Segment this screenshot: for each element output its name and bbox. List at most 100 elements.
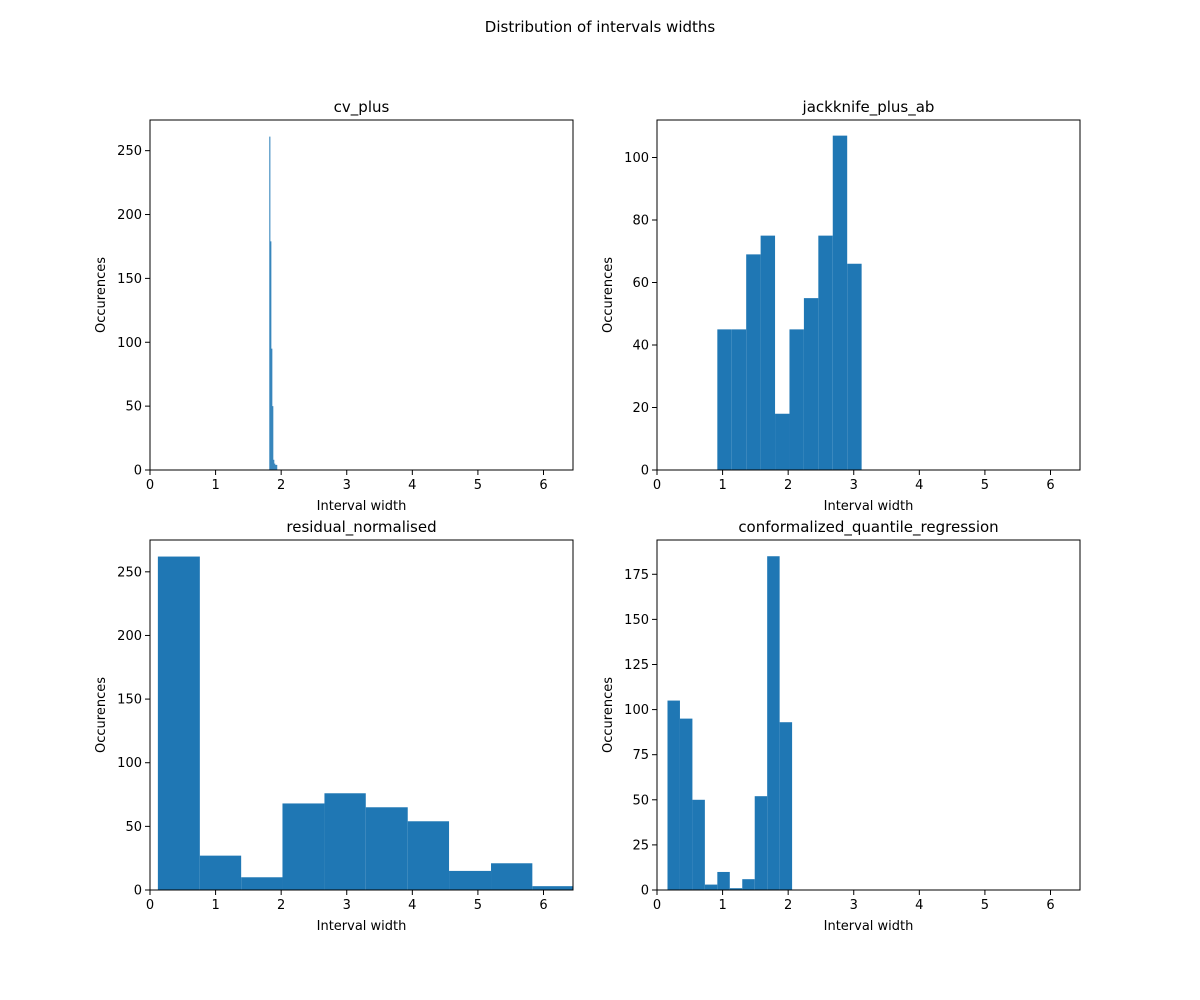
y-tick-label: 75 <box>632 748 649 763</box>
x-axis-label: Interval width <box>824 919 914 934</box>
histogram-bar <box>742 879 755 890</box>
x-tick-label: 2 <box>784 898 792 913</box>
histogram-bar <box>274 463 276 470</box>
x-tick-label: 1 <box>211 898 219 913</box>
histogram-bar <box>270 241 272 470</box>
x-tick-label: 3 <box>850 898 858 913</box>
x-tick-label: 1 <box>718 478 726 493</box>
y-tick-label: 40 <box>632 339 649 354</box>
x-tick-label: 0 <box>653 478 661 493</box>
axes-frame <box>656 119 1081 471</box>
x-tick-label: 5 <box>981 898 989 913</box>
histogram-bar <box>789 329 804 471</box>
y-tick-label: 0 <box>134 464 142 479</box>
y-tick-label: 100 <box>624 151 649 166</box>
histogram-bar <box>407 821 450 890</box>
subplot-title: cv_plus <box>334 98 390 117</box>
y-tick-label: 100 <box>624 703 649 718</box>
y-tick-label: 250 <box>117 144 142 159</box>
y-axis-label: Occurences <box>94 677 109 753</box>
x-tick-label: 1 <box>211 478 219 493</box>
histogram-bar <box>157 556 200 890</box>
y-tick-label: 150 <box>117 272 142 287</box>
x-tick-label: 6 <box>1046 478 1054 493</box>
histogram-bar <box>491 863 533 890</box>
y-tick-label: 200 <box>117 629 142 644</box>
histogram-bar <box>199 855 242 890</box>
x-tick-label: 4 <box>915 898 923 913</box>
y-tick-label: 0 <box>641 464 649 479</box>
y-tick-label: 100 <box>117 756 142 771</box>
y-tick-label: 125 <box>624 658 649 673</box>
figure-title: Distribution of intervals widths <box>485 18 716 36</box>
x-axis-label: Interval width <box>317 499 407 514</box>
x-tick-label: 0 <box>146 898 154 913</box>
y-tick-label: 25 <box>632 838 649 853</box>
y-axis-label: Occurences <box>601 677 616 753</box>
y-tick-label: 50 <box>632 793 649 808</box>
y-tick-label: 0 <box>641 884 649 899</box>
x-tick-label: 4 <box>408 478 416 493</box>
histogram-bar <box>818 235 833 470</box>
histogram-bar <box>532 886 573 890</box>
histogram-bar <box>241 877 283 890</box>
histogram-bar <box>271 348 273 470</box>
histogram-bar <box>272 406 274 470</box>
y-tick-label: 100 <box>117 336 142 351</box>
x-axis-label: Interval width <box>824 499 914 514</box>
y-tick-label: 200 <box>117 208 142 223</box>
subplot-residual-normalised: residual_normalised Interval width Occur… <box>94 518 574 934</box>
histogram-bar <box>803 298 819 471</box>
x-tick-label: 6 <box>539 478 547 493</box>
x-tick-label: 5 <box>474 478 482 493</box>
histogram-bar <box>275 464 277 470</box>
histogram-bar <box>717 871 730 890</box>
subplot-jackknife-plus-ab: jackknife_plus_ab Interval width Occuren… <box>601 98 1081 514</box>
x-tick-label: 0 <box>653 898 661 913</box>
histogram-bar <box>832 135 848 471</box>
subplot-title: conformalized_quantile_regression <box>738 518 998 537</box>
y-tick-label: 175 <box>624 568 649 583</box>
x-tick-label: 3 <box>850 478 858 493</box>
axes-frame <box>149 539 574 891</box>
y-tick-label: 50 <box>125 820 142 835</box>
y-tick-label: 80 <box>632 214 649 229</box>
x-axis-label: Interval width <box>317 919 407 934</box>
histogram-bar <box>324 793 366 890</box>
y-tick-label: 60 <box>632 276 649 291</box>
histogram-bar <box>692 799 705 890</box>
y-tick-label: 150 <box>117 693 142 708</box>
x-tick-label: 2 <box>784 478 792 493</box>
histogram-bar <box>760 235 776 470</box>
histogram-bar <box>746 254 761 471</box>
x-tick-label: 5 <box>981 478 989 493</box>
x-tick-label: 6 <box>539 898 547 913</box>
x-tick-label: 0 <box>146 478 154 493</box>
histogram-bar <box>779 722 793 890</box>
histogram-bar <box>273 459 275 470</box>
y-axis-label: Occurences <box>601 257 616 333</box>
y-tick-label: 50 <box>125 400 142 415</box>
histogram-bar <box>775 413 790 470</box>
axes-frame <box>149 119 574 471</box>
x-tick-label: 6 <box>1046 898 1054 913</box>
histogram-bar <box>767 556 780 890</box>
histogram-bar <box>731 329 747 471</box>
x-tick-label: 4 <box>408 898 416 913</box>
x-tick-label: 1 <box>718 898 726 913</box>
histogram-bar <box>847 263 862 470</box>
x-tick-label: 3 <box>343 898 351 913</box>
histogram-bar <box>704 884 718 890</box>
y-axis-label: Occurences <box>94 257 109 333</box>
y-tick-label: 250 <box>117 565 142 580</box>
subplot-title: residual_normalised <box>286 518 436 537</box>
histogram-bar <box>365 807 408 890</box>
histogram-bar <box>276 464 278 470</box>
subplot-conformalized-quantile-regression: conformalized_quantile_regression Interv… <box>601 518 1081 934</box>
histogram-bar <box>717 329 732 471</box>
histogram-bar <box>729 888 743 890</box>
x-tick-label: 3 <box>343 478 351 493</box>
histogram-bar <box>754 796 768 890</box>
